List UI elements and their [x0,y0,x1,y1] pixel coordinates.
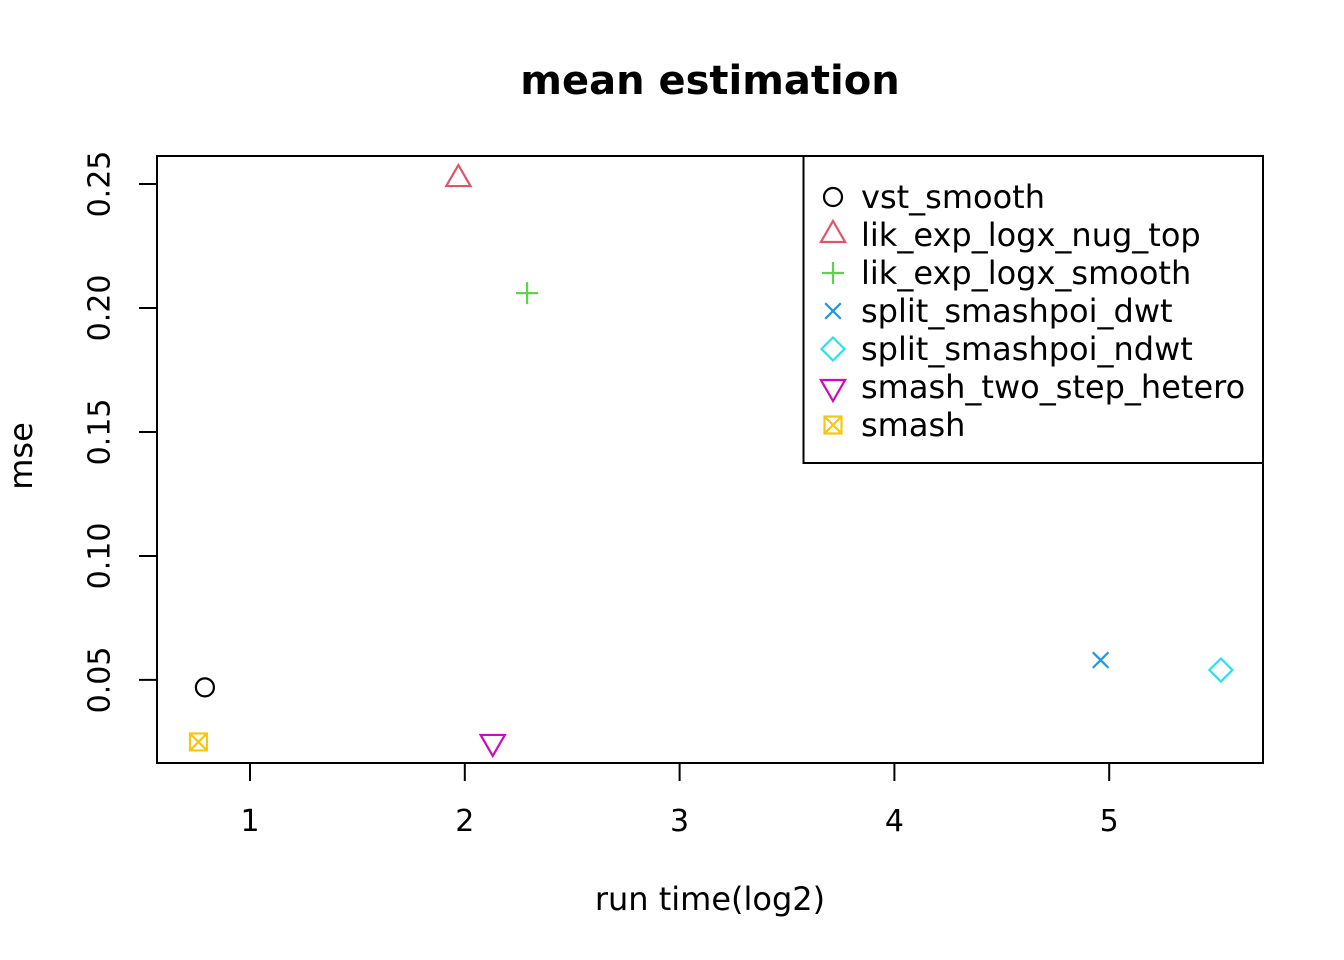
legend-label-split_smashpoi_dwt: split_smashpoi_dwt [861,292,1173,330]
data-point-smash [188,732,209,752]
legend-marker-smash [823,415,843,435]
data-point-split_smashpoi_ndwt [1207,656,1234,684]
y-axis-tick-label: 0.10 [83,523,118,590]
legend-label-vst_smooth: vst_smooth [861,178,1045,216]
legend-label-lik_exp_logx_smooth: lik_exp_logx_smooth [861,254,1191,292]
legend-label-lik_exp_logx_nug_top: lik_exp_logx_nug_top [861,216,1201,254]
legend-marker-lik_exp_logx_smooth [822,262,844,284]
y-axis-tick-label: 0.20 [83,275,118,342]
y-axis-label: mse [2,422,40,490]
x-axis-tick-label: 5 [1100,804,1119,839]
legend-marker-lik_exp_logx_nug_top [818,218,848,244]
x-axis-tick-label: 1 [240,804,259,839]
data-point-lik_exp_logx_smooth [516,282,539,305]
legend-box [802,155,1264,464]
data-point-smash_two_step_hetero [478,733,507,759]
y-axis-tick-label: 0.05 [83,647,118,714]
legend-marker-split_smashpoi_dwt [824,302,842,320]
x-axis-label: run time(log2) [595,880,825,918]
data-point-vst_smooth [194,677,216,698]
x-axis-tick-label: 3 [670,804,689,839]
data-point-lik_exp_logx_nug_top [444,162,473,188]
legend-marker-vst_smooth [822,186,844,208]
chart-title: mean estimation [520,58,899,104]
legend-label-split_smashpoi_ndwt: split_smashpoi_ndwt [861,330,1193,368]
data-point-split_smashpoi_dwt [1092,651,1110,669]
legend-marker-split_smashpoi_ndwt [819,335,847,363]
legend-marker-smash_two_step_hetero [818,378,848,404]
data-points [188,162,1234,759]
y-axis-tick-label: 0.25 [83,151,118,218]
legend: vst_smoothlik_exp_logx_nug_toplik_exp_lo… [802,155,1264,464]
x-axis-tick-label: 4 [885,804,904,839]
axes-ticks: 1 2 3 4 5 0.05 0.10 0.15 0.20 0.25 [83,151,1119,839]
legend-label-smash: smash [861,406,965,444]
x-axis-tick-label: 2 [455,804,474,839]
legend-label-smash_two_step_hetero: smash_two_step_hetero [861,368,1245,406]
y-axis-tick-label: 0.15 [83,399,118,466]
